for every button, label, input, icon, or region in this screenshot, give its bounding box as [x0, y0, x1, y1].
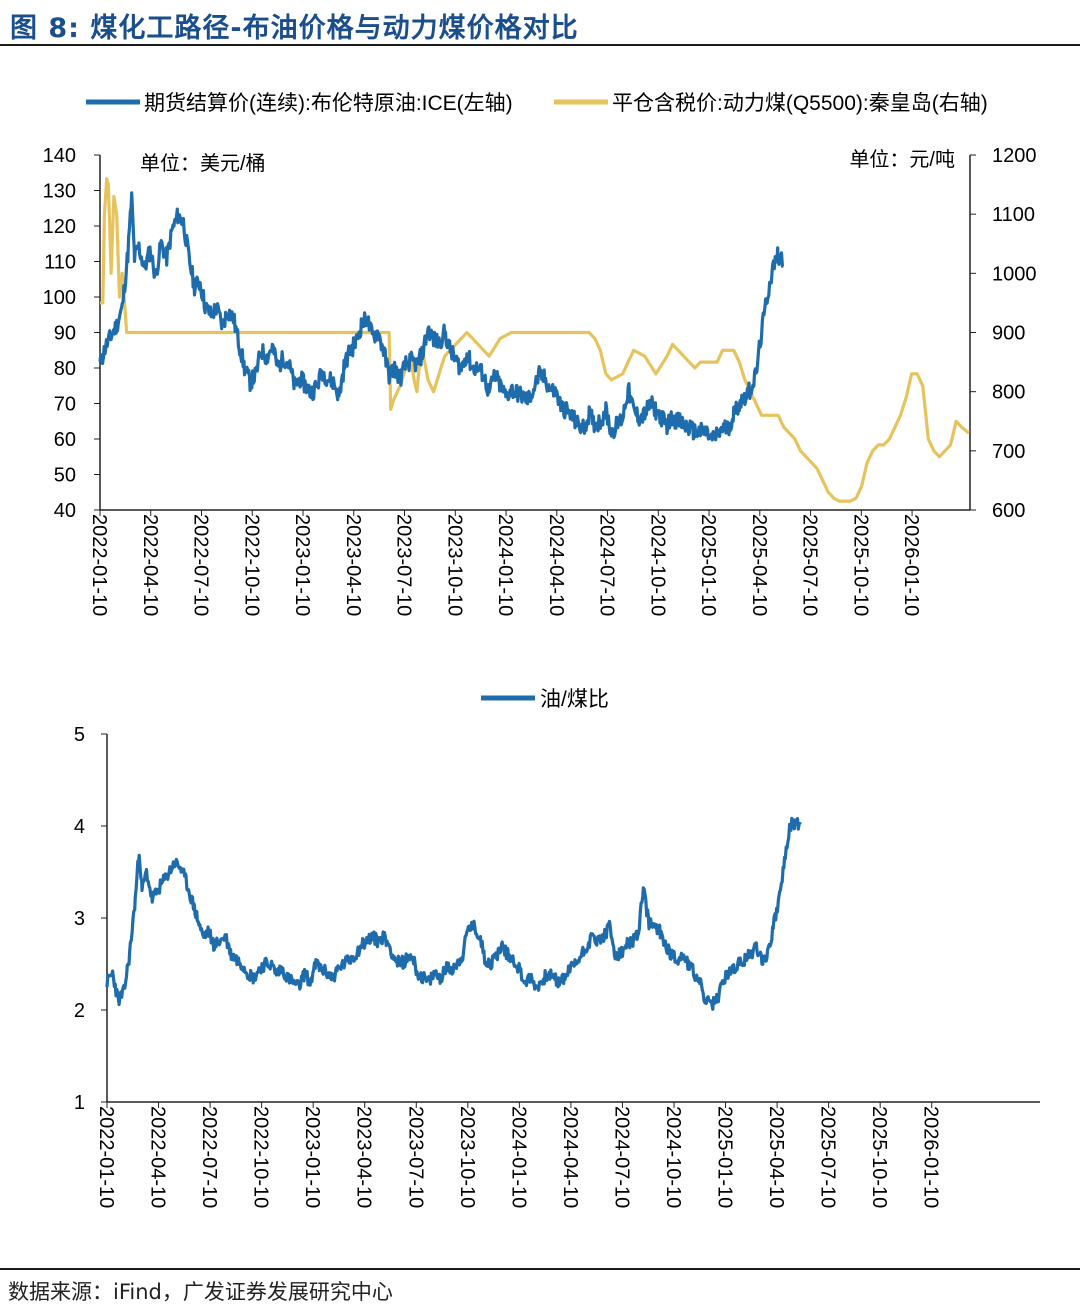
- x-tick-label: 2023-10-10: [456, 1106, 478, 1208]
- x-tick-label: 2022-01-10: [95, 1106, 117, 1208]
- left-tick-label: 70: [54, 394, 76, 416]
- y-tick-label: 1: [74, 1092, 85, 1114]
- x-tick-label: 2024-10-10: [662, 1106, 684, 1208]
- left-tick-label: 80: [54, 358, 76, 380]
- x-tick-label: 2026-01-10: [900, 514, 922, 616]
- legend-label-oil: 期货结算价(连续):布伦特原油:ICE(左轴): [144, 92, 513, 115]
- series-line-oil: [98, 191, 785, 442]
- legend-label-ratio: 油/煤比: [540, 688, 609, 711]
- right-tick-label: 1200: [992, 145, 1037, 167]
- x-tick-label: 2023-10-10: [443, 514, 465, 616]
- x-tick-label: 2023-07-10: [404, 1106, 426, 1208]
- chart1-axes: 40 50 60 70 80 90 100 110 120 130 140 600 700 800 900 1…: [43, 145, 1037, 616]
- y-tick-label: 2: [74, 1000, 85, 1022]
- x-tick-label: 2022-01-10: [88, 514, 110, 616]
- x-tick-label: 2022-07-10: [198, 1106, 220, 1208]
- source-note: 数据来源：iFind，广发证券发展研究中心: [8, 1280, 393, 1304]
- left-tick-label: 40: [54, 500, 76, 522]
- x-tick-label: 2022-07-10: [190, 514, 212, 616]
- x-tick-label: 2025-04-10: [748, 514, 770, 616]
- x-tick-label: 2023-04-10: [342, 514, 364, 616]
- x-tick-label: 2023-07-10: [393, 514, 415, 616]
- chart2-lines: [105, 816, 802, 1011]
- series-line-coal: [99, 177, 970, 503]
- chart2-axes: 1 2 3 4 5 2022-01-10 2022-04-10 2022-07-10 2022-…: [74, 724, 1040, 1208]
- left-tick-label: 130: [43, 181, 76, 203]
- right-tick-label: 800: [992, 382, 1025, 404]
- left-tick-label: 120: [43, 216, 76, 238]
- left-axis-unit: 单位：美元/桶: [140, 152, 266, 175]
- x-tick-label: 2022-10-10: [250, 1106, 272, 1208]
- x-tick-label: 2024-01-10: [494, 514, 516, 616]
- series-line-ratio: [105, 816, 802, 1011]
- right-axis-unit: 单位：元/吨: [849, 148, 955, 171]
- x-tick-label: 2025-10-10: [868, 1106, 890, 1208]
- chart2-legend: 油/煤比: [481, 688, 609, 711]
- legend-label-coal: 平仓含税价:动力煤(Q5500):秦皇岛(右轴): [612, 92, 988, 115]
- x-tick-label: 2025-01-10: [714, 1106, 736, 1208]
- chart1-legend: 期货结算价(连续):布伦特原油:ICE(左轴) 平仓含税价:动力煤(Q5500)…: [86, 92, 988, 115]
- x-tick-label: 2022-04-10: [139, 514, 161, 616]
- x-tick-label: 2024-10-10: [646, 514, 668, 616]
- source-rule: [0, 1268, 1080, 1270]
- y-tick-label: 4: [74, 816, 85, 838]
- x-tick-label: 2022-10-10: [240, 514, 262, 616]
- x-tick-label: 2023-04-10: [353, 1106, 375, 1208]
- y-tick-label: 5: [74, 724, 85, 746]
- right-tick-label: 700: [992, 441, 1025, 463]
- title-rule: [0, 44, 1080, 46]
- left-tick-label: 140: [43, 145, 76, 167]
- left-tick-label: 100: [43, 287, 76, 309]
- x-tick-label: 2024-01-10: [507, 1106, 529, 1208]
- x-tick-label: 2025-04-10: [765, 1106, 787, 1208]
- x-tick-label: 2023-01-10: [301, 1106, 323, 1208]
- x-tick-label: 2025-07-10: [799, 514, 821, 616]
- right-tick-label: 1000: [992, 263, 1037, 285]
- x-tick-label: 2024-07-10: [610, 1106, 632, 1208]
- x-tick-label: 2024-04-10: [559, 1106, 581, 1208]
- x-tick-label: 2025-10-10: [849, 514, 871, 616]
- x-tick-label: 2023-01-10: [291, 514, 313, 616]
- figure-title: 图 8: 煤化工路径-布油价格与动力煤价格对比: [10, 13, 579, 44]
- right-tick-label: 600: [992, 500, 1025, 522]
- right-tick-label: 900: [992, 323, 1025, 345]
- x-tick-label: 2024-04-10: [545, 514, 567, 616]
- x-tick-label: 2024-07-10: [596, 514, 618, 616]
- x-tick-label: 2025-01-10: [697, 514, 719, 616]
- left-tick-label: 90: [54, 323, 76, 345]
- chart1-lines: [98, 177, 970, 503]
- left-tick-label: 110: [44, 252, 76, 274]
- left-tick-label: 50: [54, 465, 76, 487]
- y-tick-label: 3: [74, 908, 85, 930]
- oil-coal-price-chart: 期货结算价(连续):布伦特原油:ICE(左轴) 平仓含税价:动力煤(Q5500)…: [43, 92, 1037, 616]
- x-tick-label: 2025-07-10: [817, 1106, 839, 1208]
- oil-coal-ratio-chart: 油/煤比 1 2 3 4 5 2022-01-10 2022-04-10 2022-07-10…: [74, 688, 1040, 1208]
- x-tick-label: 2022-04-10: [147, 1106, 169, 1208]
- left-tick-label: 60: [54, 429, 76, 451]
- right-tick-label: 1100: [992, 204, 1035, 226]
- x-tick-label: 2026-01-10: [920, 1106, 942, 1208]
